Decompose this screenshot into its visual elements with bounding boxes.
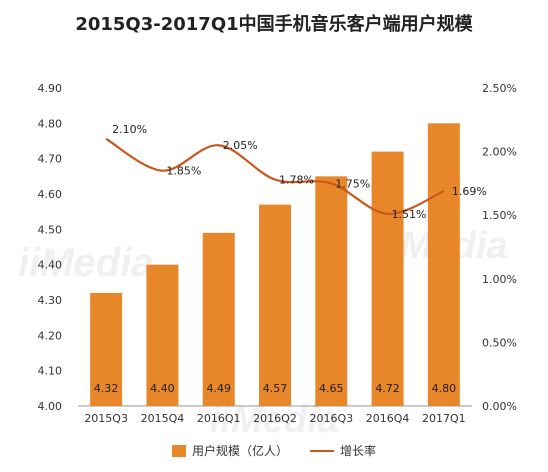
y-left-tick-label: 4.50: [38, 223, 63, 236]
x-tick-label: 2016Q2: [253, 412, 297, 425]
line-value-label: 1.69%: [452, 185, 487, 198]
legend-bar-label: 用户规模（亿人）: [191, 444, 288, 458]
svg-text:iiMedia: iiMedia: [18, 241, 154, 285]
chart-title: 2015Q3-2017Q1中国手机音乐客户端用户规模: [75, 14, 473, 35]
legend-line-label: 增长率: [340, 444, 377, 458]
bar: [90, 292, 123, 406]
bar-value-label: 4.72: [375, 382, 400, 395]
bar-value-label: 4.32: [94, 382, 119, 395]
y-left-tick-label: 4.20: [38, 329, 63, 342]
bar: [315, 176, 348, 406]
y-left-tick-label: 4.90: [38, 82, 63, 95]
line-value-label: 2.05%: [223, 139, 258, 152]
x-tick-label: 2015Q4: [141, 412, 185, 425]
bar-value-label: 4.65: [319, 382, 344, 395]
bar: [427, 123, 460, 406]
y-right-tick-label: 1.00%: [482, 273, 517, 286]
y-left-tick-label: 4.00: [38, 400, 63, 413]
y-left-tick-label: 4.30: [38, 294, 63, 307]
bar: [146, 264, 179, 406]
bar-value-label: 4.40: [150, 382, 175, 395]
line-value-label: 1.51%: [392, 208, 427, 221]
x-tick-label: 2017Q1: [422, 412, 466, 425]
y-right-tick-label: 0.50%: [482, 336, 517, 349]
x-tick-label: 2016Q4: [366, 412, 410, 425]
bar-value-label: 4.57: [263, 382, 288, 395]
line-value-label: 2.10%: [112, 123, 147, 136]
x-tick-label: 2016Q3: [309, 412, 353, 425]
line-value-label: 1.78%: [279, 174, 314, 187]
growth-rate-line: [105, 137, 445, 216]
y-left-tick-label: 4.40: [38, 259, 63, 272]
y-left-tick-label: 4.10: [38, 365, 63, 378]
y-left-tick-label: 4.70: [38, 153, 63, 166]
x-tick-label: 2016Q1: [197, 412, 241, 425]
legend-bar-swatch: [171, 444, 186, 457]
legend-line-swatch: [310, 449, 334, 452]
y-left-tick-label: 4.80: [38, 117, 63, 130]
bar: [259, 204, 291, 406]
y-right-tick-label: 0.00%: [482, 400, 517, 413]
y-right-tick-label: 2.00%: [482, 146, 517, 159]
y-left-tick-label: 4.60: [38, 188, 63, 201]
bar-value-label: 4.49: [206, 382, 231, 395]
bar-value-label: 4.80: [432, 382, 457, 395]
legend-item-bar: 用户规模（亿人）: [171, 442, 288, 459]
legend: 用户规模（亿人） 增长率: [0, 442, 548, 459]
line-value-label: 1.85%: [166, 165, 201, 178]
line-value-label: 1.75%: [335, 177, 370, 190]
y-right-tick-label: 2.50%: [482, 82, 517, 95]
legend-item-line: 增长率: [310, 442, 376, 459]
y-right-tick-label: 1.50%: [482, 209, 517, 222]
x-tick-label: 2015Q3: [84, 412, 128, 425]
bar: [202, 232, 235, 406]
watermark-logo: iiMedia iiMedia Media: [18, 225, 508, 441]
bar: [371, 151, 404, 406]
